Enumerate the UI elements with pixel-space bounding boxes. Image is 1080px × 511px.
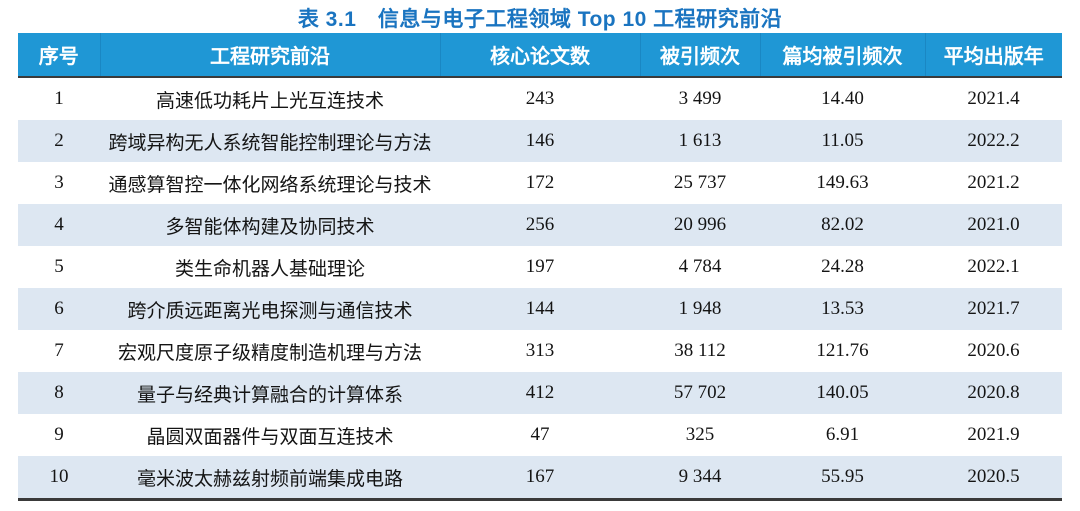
research-fronts-table: 序号 工程研究前沿 核心论文数 被引频次 篇均被引频次 平均出版年 1 高速低功耗片上光互连… bbox=[18, 33, 1062, 501]
table-row: 9 晶圆双面器件与双面互连技术 47 325 6.91 2021.9 bbox=[18, 414, 1062, 456]
table-row: 4 多智能体构建及协同技术 256 20 996 82.02 2021.0 bbox=[18, 204, 1062, 246]
table-cell: 146 bbox=[440, 120, 640, 162]
table-cell: 2020.6 bbox=[967, 340, 1020, 361]
table-cell: 量子与经典计算融合的计算体系 bbox=[100, 372, 440, 414]
table-cell: 25 737 bbox=[673, 172, 727, 193]
table-cell: 2020.8 bbox=[925, 372, 1062, 414]
table-row: 3 通感算智控一体化网络系统理论与技术 172 25 737 149.63 2021.2 bbox=[18, 162, 1062, 204]
table-cell: 5 bbox=[54, 256, 64, 277]
table-cell: 2020.5 bbox=[925, 456, 1062, 501]
table-body: 1 高速低功耗片上光互连技术 243 3 499 14.40 2021.4 2 跨域异构无人系… bbox=[18, 77, 1062, 501]
table-cell: 24.28 bbox=[821, 256, 864, 277]
table-cell: 10 bbox=[18, 456, 100, 501]
table-cell: 2021.0 bbox=[925, 204, 1062, 246]
table-cell: 14.40 bbox=[821, 88, 864, 109]
table-cell: 7 bbox=[54, 340, 64, 361]
table-cell: 82.02 bbox=[760, 204, 925, 246]
table-cell: 2021.9 bbox=[967, 424, 1020, 445]
table-cell: 412 bbox=[440, 372, 640, 414]
table-cell: 140.05 bbox=[760, 372, 925, 414]
table-cell: 6.91 bbox=[825, 424, 860, 445]
table-cell: 325 bbox=[685, 424, 715, 445]
table-cell: 类生命机器人基础理论 bbox=[174, 258, 365, 280]
table-cell: 4 bbox=[18, 204, 100, 246]
column-header: 工程研究前沿 bbox=[99, 33, 440, 78]
table-cell: 149.63 bbox=[816, 172, 869, 193]
table-cell: 1 bbox=[54, 88, 64, 109]
table-cell: 172 bbox=[525, 172, 555, 193]
column-header: 序号 bbox=[18, 33, 100, 78]
table-cell: 多智能体构建及协同技术 bbox=[100, 204, 440, 246]
table-cell: 20 996 bbox=[640, 204, 760, 246]
table-cell: 144 bbox=[440, 288, 640, 330]
column-header: 核心论文数 bbox=[439, 33, 640, 78]
table-row: 1 高速低功耗片上光互连技术 243 3 499 14.40 2021.4 bbox=[18, 77, 1062, 120]
table-cell: 晶圆双面器件与双面互连技术 bbox=[146, 426, 394, 448]
table-cell: 57 702 bbox=[640, 372, 760, 414]
table-cell: 2021.4 bbox=[967, 88, 1020, 109]
table-header-row: 序号 工程研究前沿 核心论文数 被引频次 篇均被引频次 平均出版年 bbox=[18, 33, 1062, 78]
table-cell: 6 bbox=[18, 288, 100, 330]
table-cell: 11.05 bbox=[760, 120, 925, 162]
table-cell: 55.95 bbox=[760, 456, 925, 501]
table-cell: 高速低功耗片上光互连技术 bbox=[155, 90, 384, 112]
table-caption: 表 3.1 信息与电子工程领域 Top 10 工程研究前沿 bbox=[297, 8, 783, 31]
table-cell: 9 344 bbox=[640, 456, 760, 501]
table-row: 7 宏观尺度原子级精度制造机理与方法 313 38 112 121.76 2020.6 bbox=[18, 330, 1062, 372]
table-cell: 毫米波太赫兹射频前端集成电路 bbox=[100, 456, 440, 501]
table-row: 6 跨介质远距离光电探测与通信技术 144 1 948 13.53 2021.7 bbox=[18, 288, 1062, 330]
table-cell: 2022.1 bbox=[967, 256, 1020, 277]
table-cell: 38 112 bbox=[674, 340, 726, 361]
table-container: 序号 工程研究前沿 核心论文数 被引频次 篇均被引频次 平均出版年 1 高速低功耗片上光互连… bbox=[18, 33, 1062, 501]
table-cell: 3 bbox=[54, 172, 64, 193]
table-cell: 通感算智控一体化网络系统理论与技术 bbox=[108, 174, 432, 196]
table-cell: 13.53 bbox=[760, 288, 925, 330]
table-row: 10 毫米波太赫兹射频前端集成电路 167 9 344 55.95 2020.5 bbox=[18, 456, 1062, 501]
table-cell: 243 bbox=[525, 88, 555, 109]
column-header: 篇均被引频次 bbox=[759, 33, 925, 78]
table-cell: 跨介质远距离光电探测与通信技术 bbox=[100, 288, 440, 330]
column-header: 被引频次 bbox=[639, 33, 760, 78]
table-cell: 313 bbox=[525, 340, 555, 361]
table-row: 5 类生命机器人基础理论 197 4 784 24.28 2022.1 bbox=[18, 246, 1062, 288]
table-cell: 2022.2 bbox=[925, 120, 1062, 162]
table-cell: 1 948 bbox=[640, 288, 760, 330]
table-cell: 8 bbox=[18, 372, 100, 414]
table-cell: 3 499 bbox=[678, 88, 722, 109]
table-cell: 宏观尺度原子级精度制造机理与方法 bbox=[117, 342, 422, 364]
table-cell: 47 bbox=[530, 424, 550, 445]
table-row: 8 量子与经典计算融合的计算体系 412 57 702 140.05 2020.8 bbox=[18, 372, 1062, 414]
table-cell: 167 bbox=[440, 456, 640, 501]
table-cell: 9 bbox=[54, 424, 64, 445]
table-cell: 2 bbox=[18, 120, 100, 162]
table-cell: 121.76 bbox=[816, 340, 869, 361]
table-header: 序号 工程研究前沿 核心论文数 被引频次 篇均被引频次 平均出版年 bbox=[18, 33, 1062, 78]
table-cell: 2021.7 bbox=[925, 288, 1062, 330]
table-cell: 2021.2 bbox=[967, 172, 1020, 193]
table-row: 2 跨域异构无人系统智能控制理论与方法 146 1 613 11.05 2022.2 bbox=[18, 120, 1062, 162]
table-cell: 256 bbox=[440, 204, 640, 246]
column-header: 平均出版年 bbox=[924, 33, 1062, 78]
table-cell: 1 613 bbox=[640, 120, 760, 162]
table-cell: 跨域异构无人系统智能控制理论与方法 bbox=[100, 120, 440, 162]
table-cell: 4 784 bbox=[678, 256, 722, 277]
table-cell: 197 bbox=[525, 256, 555, 277]
